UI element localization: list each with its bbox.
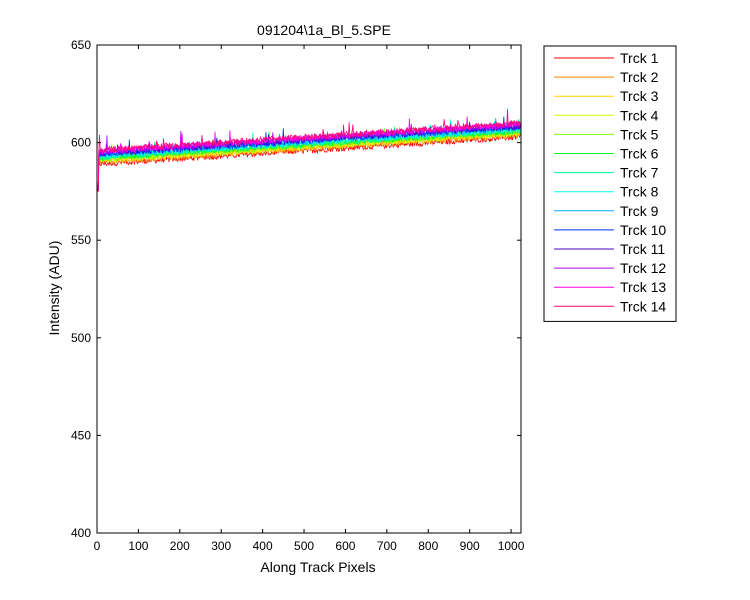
x-tick-label: 500 (294, 539, 314, 553)
chart-title: 091204\1a_Bl_5.SPE (257, 22, 391, 38)
y-tick-label: 450 (71, 428, 91, 442)
legend-entry: Trck 5 (620, 126, 659, 142)
legend-entry: Trck 8 (620, 184, 659, 200)
legend-entry: Trck 10 (620, 222, 666, 238)
legend-entry: Trck 14 (620, 298, 666, 314)
legend-entry: Trck 6 (620, 146, 659, 162)
plot-area (96, 44, 522, 534)
x-tick-label: 100 (128, 539, 148, 553)
x-tick-label: 1000 (498, 539, 525, 553)
legend-entry: Trck 12 (620, 260, 666, 276)
x-tick-label: 900 (460, 539, 480, 553)
legend-box (543, 45, 677, 322)
y-axis-label: Intensity (ADU) (46, 241, 62, 336)
y-tick-label: 550 (71, 233, 91, 247)
legend-entry: Trck 4 (620, 107, 659, 123)
series-line-13 (96, 116, 521, 191)
legend-entry: Trck 7 (620, 165, 659, 181)
series-line-5 (96, 127, 521, 191)
y-tick-label: 400 (71, 526, 91, 540)
x-tick-label: 800 (418, 539, 438, 553)
plot-frame (96, 44, 522, 534)
x-tick-label: 200 (170, 539, 190, 553)
x-tick-label: 600 (335, 539, 355, 553)
y-tick-label: 600 (71, 136, 91, 150)
legend-entry: Trck 9 (620, 203, 659, 219)
axes-box (96, 44, 522, 534)
axes: 0 100 200 300 400 500 600 700 800 900 1000 400 450 50… (71, 38, 525, 553)
x-tick-label: 400 (253, 539, 273, 553)
x-tick-label: 700 (377, 539, 397, 553)
legend: Trck 1 Trck 2 Trck 3 Trck 4 Trck 5 Trck 6 Trck… (543, 45, 677, 322)
legend-entry: Trck 2 (620, 69, 659, 85)
y-tick-label: 500 (71, 331, 91, 345)
x-tick-label: 0 (94, 539, 101, 553)
legend-entry: Trck 1 (620, 50, 659, 66)
x-tick-label: 300 (211, 539, 231, 553)
legend-entry: Trck 13 (620, 279, 666, 295)
series-line-14 (96, 109, 521, 191)
legend-entry: Trck 3 (620, 88, 659, 104)
x-axis-label: Along Track Pixels (260, 559, 375, 575)
series-layer (96, 109, 521, 192)
legend-entry: Trck 11 (620, 241, 665, 257)
y-tick-label: 650 (71, 38, 91, 52)
